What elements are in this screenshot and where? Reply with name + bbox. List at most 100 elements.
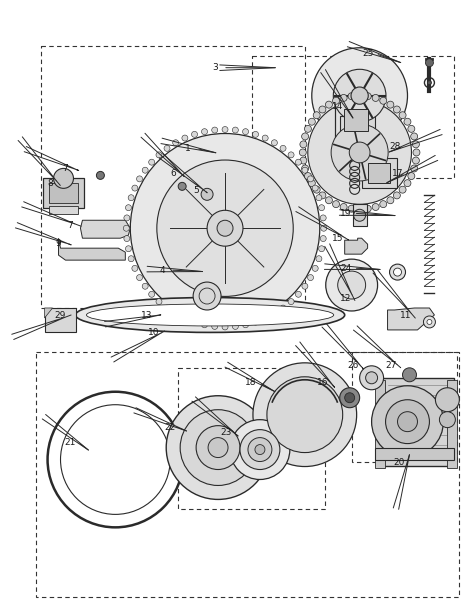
Polygon shape bbox=[335, 101, 374, 145]
Text: 19: 19 bbox=[340, 209, 351, 218]
Circle shape bbox=[372, 386, 443, 458]
Text: 7: 7 bbox=[63, 164, 68, 173]
Circle shape bbox=[230, 420, 290, 480]
Circle shape bbox=[380, 200, 387, 208]
Circle shape bbox=[149, 291, 155, 298]
Circle shape bbox=[364, 93, 371, 100]
Circle shape bbox=[348, 205, 355, 212]
Circle shape bbox=[217, 220, 233, 236]
Circle shape bbox=[130, 134, 320, 323]
Circle shape bbox=[267, 377, 343, 453]
Circle shape bbox=[301, 165, 309, 172]
Text: 23: 23 bbox=[220, 428, 232, 437]
Circle shape bbox=[222, 324, 228, 330]
Circle shape bbox=[319, 205, 325, 211]
Circle shape bbox=[300, 157, 307, 164]
Text: 14: 14 bbox=[332, 102, 343, 111]
Circle shape bbox=[326, 101, 332, 108]
Circle shape bbox=[193, 282, 221, 310]
Circle shape bbox=[423, 316, 436, 328]
Circle shape bbox=[124, 236, 130, 241]
Text: 4: 4 bbox=[159, 266, 165, 274]
Circle shape bbox=[299, 149, 306, 156]
Circle shape bbox=[166, 396, 270, 499]
Circle shape bbox=[201, 188, 213, 200]
Circle shape bbox=[309, 180, 315, 187]
Circle shape bbox=[402, 368, 417, 382]
Circle shape bbox=[128, 256, 134, 262]
Bar bbox=[48, 183, 79, 203]
Circle shape bbox=[387, 101, 394, 108]
Circle shape bbox=[320, 215, 326, 221]
Circle shape bbox=[157, 160, 293, 296]
Bar bbox=[380, 378, 455, 466]
Circle shape bbox=[201, 322, 208, 327]
Circle shape bbox=[331, 124, 388, 181]
Text: 29: 29 bbox=[55, 312, 66, 320]
Circle shape bbox=[232, 127, 238, 133]
Circle shape bbox=[142, 284, 148, 289]
Circle shape bbox=[126, 246, 131, 252]
Circle shape bbox=[439, 412, 456, 428]
Bar bbox=[36, 352, 459, 597]
Circle shape bbox=[312, 185, 318, 191]
Circle shape bbox=[182, 315, 188, 321]
Circle shape bbox=[178, 182, 186, 191]
Circle shape bbox=[304, 125, 311, 133]
Circle shape bbox=[319, 246, 325, 252]
Circle shape bbox=[309, 119, 315, 125]
Circle shape bbox=[301, 133, 309, 140]
Circle shape bbox=[348, 93, 355, 100]
Circle shape bbox=[321, 225, 327, 231]
Circle shape bbox=[387, 197, 394, 203]
Circle shape bbox=[182, 135, 188, 141]
Circle shape bbox=[191, 131, 198, 137]
Circle shape bbox=[399, 112, 406, 119]
Circle shape bbox=[253, 363, 356, 467]
Circle shape bbox=[243, 322, 248, 327]
Circle shape bbox=[280, 145, 286, 152]
Circle shape bbox=[398, 412, 418, 431]
Circle shape bbox=[340, 203, 347, 210]
Text: 7: 7 bbox=[68, 221, 73, 230]
Circle shape bbox=[212, 127, 218, 133]
Bar bbox=[48, 207, 79, 214]
Circle shape bbox=[364, 205, 371, 212]
Circle shape bbox=[408, 172, 415, 180]
Circle shape bbox=[408, 125, 415, 133]
Circle shape bbox=[272, 140, 277, 146]
Circle shape bbox=[302, 284, 308, 289]
Circle shape bbox=[316, 256, 322, 262]
Bar bbox=[352, 352, 457, 461]
Circle shape bbox=[164, 145, 170, 152]
Circle shape bbox=[312, 48, 408, 144]
Circle shape bbox=[126, 205, 131, 211]
Circle shape bbox=[173, 311, 179, 316]
Polygon shape bbox=[345, 238, 368, 254]
Circle shape bbox=[337, 271, 365, 299]
Circle shape bbox=[191, 319, 198, 325]
Circle shape bbox=[128, 195, 134, 201]
Circle shape bbox=[380, 97, 387, 104]
Text: 27: 27 bbox=[385, 361, 396, 370]
Circle shape bbox=[333, 69, 386, 122]
Circle shape bbox=[280, 305, 286, 311]
Circle shape bbox=[308, 176, 313, 182]
Circle shape bbox=[295, 159, 301, 165]
Circle shape bbox=[356, 92, 363, 99]
Circle shape bbox=[410, 165, 418, 172]
Text: 28: 28 bbox=[390, 142, 401, 151]
Text: 13: 13 bbox=[140, 312, 152, 320]
Ellipse shape bbox=[75, 298, 345, 332]
Text: 10: 10 bbox=[147, 329, 159, 337]
Text: 16: 16 bbox=[317, 378, 328, 387]
Text: 9: 9 bbox=[55, 239, 62, 247]
Text: 3: 3 bbox=[212, 63, 218, 72]
Circle shape bbox=[365, 372, 378, 384]
Circle shape bbox=[243, 129, 248, 134]
Text: 18: 18 bbox=[245, 378, 257, 387]
Text: 25: 25 bbox=[362, 49, 374, 58]
Circle shape bbox=[360, 366, 383, 390]
Circle shape bbox=[262, 135, 268, 141]
Bar bbox=[198, 185, 216, 207]
